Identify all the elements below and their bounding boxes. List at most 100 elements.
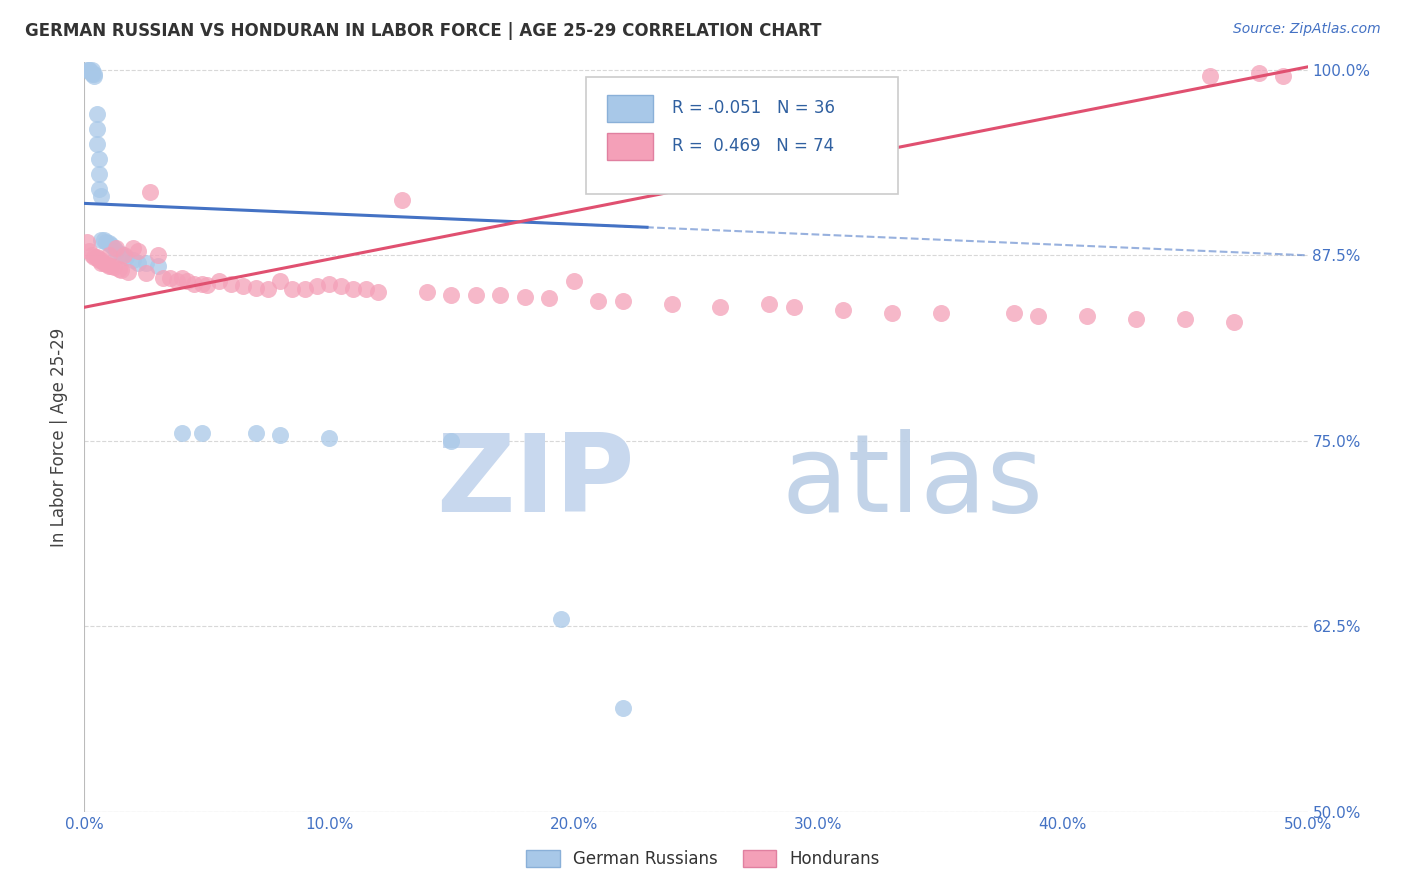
Point — [245, 426, 267, 441]
Text: ZIP: ZIP — [436, 429, 636, 535]
Point — [208, 274, 231, 288]
Point — [1247, 66, 1270, 80]
Point — [191, 277, 214, 291]
Point — [110, 263, 132, 277]
Point — [139, 185, 162, 199]
Point — [93, 234, 115, 248]
Point — [90, 252, 112, 267]
Point — [1223, 315, 1246, 329]
Point — [172, 426, 194, 441]
Point — [80, 62, 103, 77]
Point — [586, 294, 609, 309]
Bar — [606, 133, 654, 160]
Point — [90, 189, 112, 203]
Point — [880, 306, 903, 320]
Point — [1028, 309, 1050, 323]
Point — [152, 270, 174, 285]
Point — [77, 62, 100, 77]
Point — [93, 256, 115, 270]
Point — [86, 122, 108, 136]
Point — [80, 248, 103, 262]
Point — [391, 194, 413, 208]
Point — [269, 274, 291, 288]
Point — [86, 252, 108, 266]
Point — [96, 235, 118, 249]
Point — [159, 270, 181, 285]
Point — [86, 250, 108, 264]
Point — [330, 279, 353, 293]
Point — [105, 244, 128, 258]
Point — [166, 274, 188, 288]
Point — [612, 294, 634, 309]
Point — [538, 291, 561, 305]
Point — [83, 250, 105, 264]
Y-axis label: In Labor Force | Age 25-29: In Labor Force | Age 25-29 — [51, 327, 69, 547]
Text: atlas: atlas — [782, 429, 1043, 535]
Point — [294, 282, 316, 296]
Point — [96, 257, 118, 271]
Point — [77, 62, 100, 77]
Point — [1125, 312, 1147, 326]
Point — [1002, 306, 1025, 320]
Point — [87, 252, 110, 267]
Point — [440, 288, 463, 302]
Point — [195, 278, 218, 293]
Point — [146, 259, 169, 273]
Point — [100, 238, 122, 252]
Point — [115, 250, 138, 264]
Bar — [606, 95, 654, 122]
Point — [219, 277, 242, 291]
Point — [661, 297, 683, 311]
Point — [1198, 69, 1220, 83]
Point — [112, 248, 135, 262]
Point — [416, 285, 439, 300]
Point — [176, 274, 198, 288]
Point — [77, 244, 100, 258]
Text: GERMAN RUSSIAN VS HONDURAN IN LABOR FORCE | AGE 25-29 CORRELATION CHART: GERMAN RUSSIAN VS HONDURAN IN LABOR FORC… — [25, 22, 823, 40]
Point — [135, 266, 157, 280]
Point — [464, 288, 486, 302]
Point — [489, 288, 512, 302]
Point — [245, 281, 267, 295]
Point — [97, 248, 120, 262]
Point — [83, 67, 105, 81]
Point — [1076, 309, 1098, 323]
Point — [807, 85, 830, 99]
Point — [612, 701, 634, 715]
Point — [80, 66, 103, 80]
Point — [135, 256, 157, 270]
Point — [103, 260, 125, 275]
Point — [929, 306, 952, 320]
Point — [183, 277, 205, 291]
Point — [342, 282, 364, 296]
Point — [831, 303, 853, 318]
Point — [76, 235, 98, 249]
Point — [146, 248, 169, 262]
Point — [107, 261, 129, 276]
Point — [127, 244, 149, 258]
Point — [550, 612, 572, 626]
Point — [97, 259, 120, 273]
Point — [232, 279, 254, 293]
Point — [269, 428, 291, 442]
Text: R =  0.469   N = 74: R = 0.469 N = 74 — [672, 136, 834, 154]
Point — [172, 270, 194, 285]
Point — [103, 241, 125, 255]
Point — [1174, 312, 1197, 326]
Point — [86, 107, 108, 121]
Point — [105, 241, 128, 255]
Point — [87, 152, 110, 166]
Point — [127, 256, 149, 270]
Point — [122, 252, 145, 267]
Point — [97, 236, 120, 251]
Point — [83, 69, 105, 83]
Point — [318, 277, 340, 291]
Legend: German Russians, Hondurans: German Russians, Hondurans — [520, 843, 886, 875]
Point — [354, 282, 377, 296]
Point — [80, 67, 103, 81]
Point — [305, 279, 328, 293]
Point — [367, 285, 389, 300]
FancyBboxPatch shape — [586, 78, 898, 194]
Text: R = -0.051   N = 36: R = -0.051 N = 36 — [672, 99, 835, 117]
Point — [117, 265, 139, 279]
